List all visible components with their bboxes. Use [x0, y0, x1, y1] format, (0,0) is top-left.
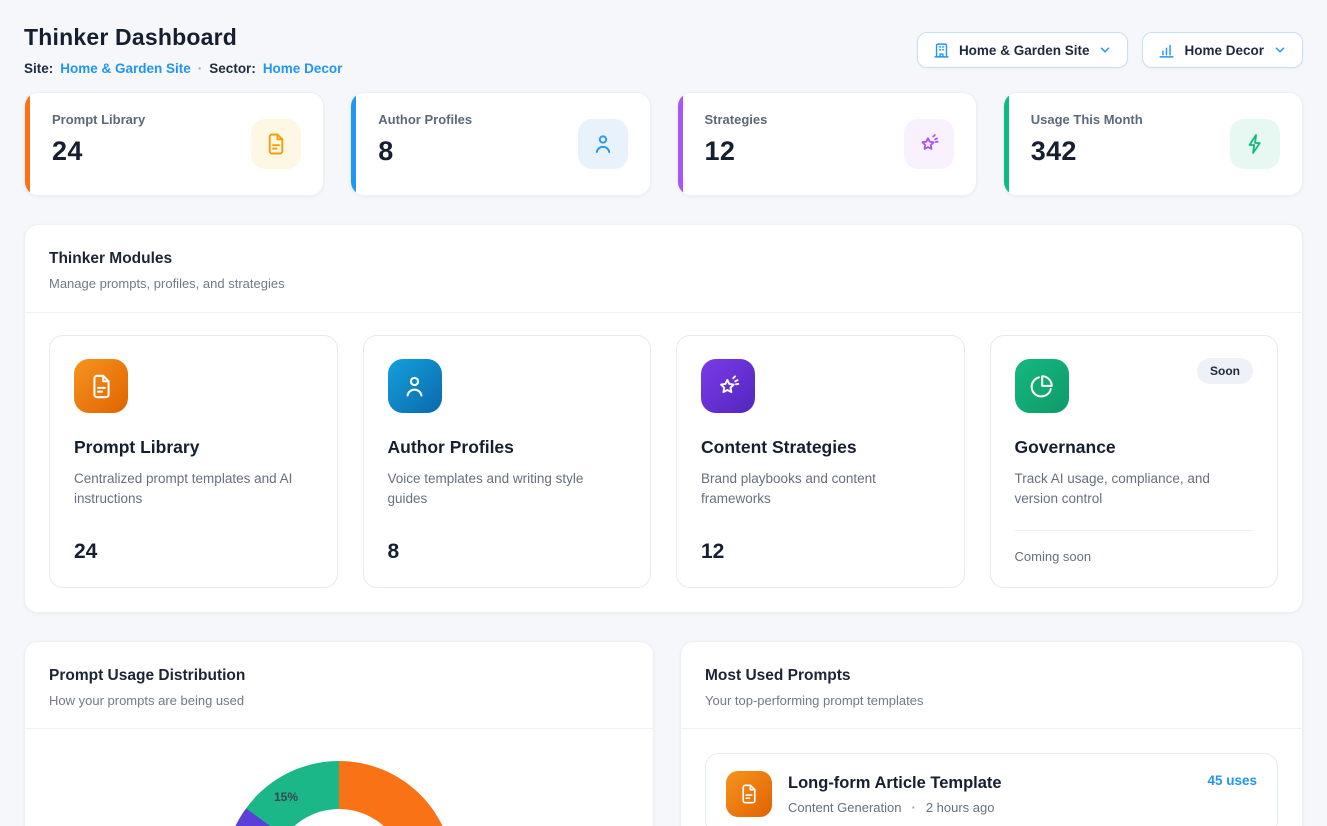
module-title: Author Profiles: [388, 437, 627, 458]
modules-panel-subtitle: Manage prompts, profiles, and strategies: [49, 276, 1278, 291]
modules-grid: Prompt Library Centralized prompt templa…: [25, 313, 1302, 612]
prompt-list-item[interactable]: Long-form Article Template Content Gener…: [705, 753, 1278, 826]
stat-card-usage: Usage This Month 342: [1003, 92, 1303, 196]
module-title: Governance: [1015, 437, 1254, 458]
dashboard-page: Thinker Dashboard Site: Home & Garden Si…: [0, 0, 1327, 826]
prompt-item-category: Content Generation: [788, 800, 901, 815]
document-icon: [251, 119, 301, 169]
prompts-card-title: Most Used Prompts: [705, 667, 1278, 685]
sector-selector-label: Home Decor: [1184, 43, 1264, 58]
sparkle-star-icon: [904, 119, 954, 169]
bar-chart-icon: [1158, 42, 1175, 59]
module-description: Voice templates and writing style guides: [388, 469, 627, 510]
site-label: Site:: [24, 61, 53, 76]
module-description: Brand playbooks and content frameworks: [701, 469, 940, 510]
prompt-item-title: Long-form Article Template: [788, 774, 1002, 793]
sector-selector-button[interactable]: Home Decor: [1142, 32, 1303, 68]
donut-chart: 15%: [224, 761, 454, 826]
module-card-author-profiles[interactable]: Author Profiles Voice templates and writ…: [363, 335, 652, 588]
person-icon: [578, 119, 628, 169]
document-icon: [726, 771, 772, 817]
module-count: 12: [701, 524, 940, 564]
stat-card-prompt-library: Prompt Library 24: [24, 92, 324, 196]
meta-separator-dot: ·: [911, 800, 915, 815]
stat-value: 12: [705, 136, 904, 167]
building-icon: [933, 42, 950, 59]
usage-card-title: Prompt Usage Distribution: [49, 667, 629, 685]
donut-chart-area: 15%: [25, 729, 653, 826]
usage-card-subtitle: How your prompts are being used: [49, 693, 629, 708]
pie-chart-icon: [1015, 359, 1069, 413]
prompt-list: Long-form Article Template Content Gener…: [681, 729, 1302, 826]
soon-badge: Soon: [1197, 358, 1253, 384]
chevron-down-icon: [1273, 43, 1287, 57]
meta-separator-dot: ·: [198, 61, 203, 76]
stat-label: Prompt Library: [52, 112, 251, 127]
module-divider: [1015, 530, 1254, 531]
site-link[interactable]: Home & Garden Site: [60, 61, 191, 76]
module-card-governance[interactable]: Soon Governance Track AI usage, complian…: [990, 335, 1279, 588]
most-used-prompts-card: Most Used Prompts Your top-performing pr…: [680, 641, 1303, 826]
document-icon: [74, 359, 128, 413]
thinker-modules-panel: Thinker Modules Manage prompts, profiles…: [24, 224, 1303, 613]
stats-row: Prompt Library 24 Author Profiles 8 Stra…: [24, 92, 1303, 196]
sparkle-star-icon: [701, 359, 755, 413]
usage-distribution-card: Prompt Usage Distribution How your promp…: [24, 641, 654, 826]
stat-value: 24: [52, 136, 251, 167]
site-selector-button[interactable]: Home & Garden Site: [917, 32, 1129, 68]
sector-link[interactable]: Home Decor: [263, 61, 343, 76]
sector-label: Sector:: [209, 61, 256, 76]
stat-card-author-profiles: Author Profiles 8: [350, 92, 650, 196]
prompt-item-uses-badge: 45 uses: [1207, 773, 1257, 788]
donut-slice-label: 15%: [274, 790, 298, 804]
coming-soon-text: Coming soon: [1015, 535, 1254, 564]
site-sector-breadcrumb: Site: Home & Garden Site · Sector: Home …: [24, 61, 342, 76]
stat-label: Author Profiles: [378, 112, 577, 127]
site-selector-label: Home & Garden Site: [959, 43, 1090, 58]
page-title: Thinker Dashboard: [24, 24, 342, 51]
header-selectors: Home & Garden Site Home Decor: [917, 32, 1303, 68]
lightning-icon: [1230, 119, 1280, 169]
module-card-content-strategies[interactable]: Content Strategies Brand playbooks and c…: [676, 335, 965, 588]
prompt-item-time: 2 hours ago: [926, 800, 995, 815]
module-title: Content Strategies: [701, 437, 940, 458]
stat-label: Usage This Month: [1031, 112, 1230, 127]
module-count: 24: [74, 524, 313, 564]
prompts-card-subtitle: Your top-performing prompt templates: [705, 693, 1278, 708]
stat-value: 342: [1031, 136, 1230, 167]
module-title: Prompt Library: [74, 437, 313, 458]
stat-label: Strategies: [705, 112, 904, 127]
person-icon: [388, 359, 442, 413]
modules-panel-title: Thinker Modules: [49, 250, 1278, 268]
chevron-down-icon: [1098, 43, 1112, 57]
module-card-prompt-library[interactable]: Prompt Library Centralized prompt templa…: [49, 335, 338, 588]
module-count: 8: [388, 524, 627, 564]
page-header: Thinker Dashboard Site: Home & Garden Si…: [24, 0, 1303, 76]
header-left: Thinker Dashboard Site: Home & Garden Si…: [24, 24, 342, 76]
stat-card-strategies: Strategies 12: [677, 92, 977, 196]
module-description: Centralized prompt templates and AI inst…: [74, 469, 313, 510]
bottom-row: Prompt Usage Distribution How your promp…: [24, 641, 1303, 826]
module-description: Track AI usage, compliance, and version …: [1015, 469, 1254, 510]
stat-value: 8: [378, 136, 577, 167]
